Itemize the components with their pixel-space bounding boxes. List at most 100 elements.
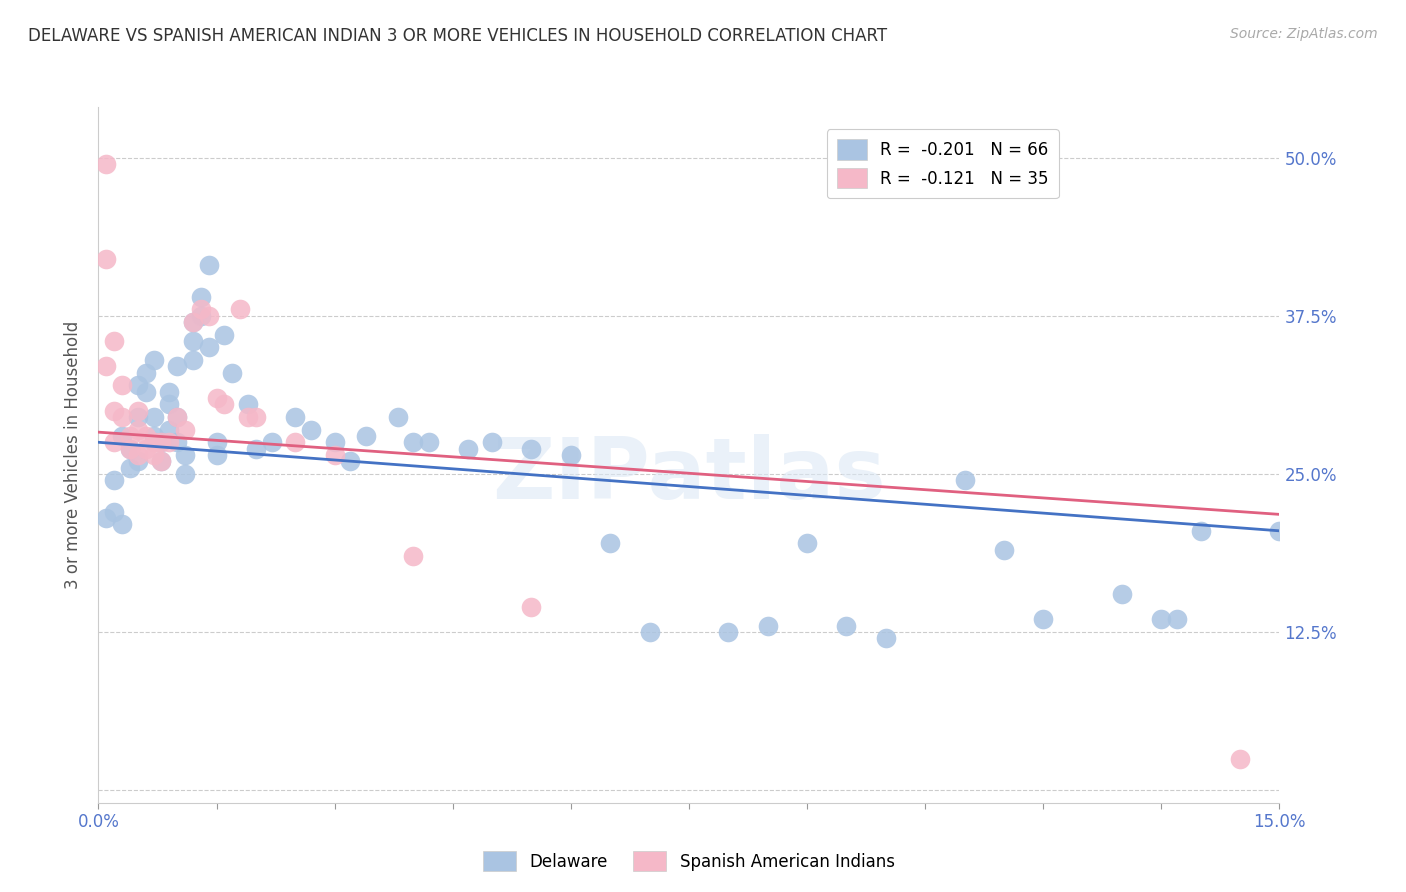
Point (835, 618, 858, 632)
Point (205, 391, 228, 405)
Point (323, 435, 346, 450)
Point (197, 309, 219, 323)
Point (1189, 524, 1212, 538)
Point (245, 409, 267, 424)
Point (993, 542, 1015, 557)
Point (181, 315, 204, 329)
Point (103, 473, 125, 487)
Point (1229, 751, 1251, 765)
Point (174, 467, 197, 481)
Point (142, 429, 165, 443)
Point (127, 403, 149, 417)
Point (174, 448, 197, 462)
Point (418, 435, 440, 450)
Point (402, 549, 425, 563)
Point (135, 429, 157, 443)
Point (96, 511, 118, 525)
Point (142, 353, 165, 368)
Text: ZIPatlas: ZIPatlas (492, 434, 886, 517)
Point (260, 435, 283, 450)
Text: DELAWARE VS SPANISH AMERICAN INDIAN 3 OR MORE VEHICLES IN HOUSEHOLD CORRELATION : DELAWARE VS SPANISH AMERICAN INDIAN 3 OR… (28, 27, 887, 45)
Point (127, 409, 149, 424)
Point (118, 460, 141, 475)
Point (190, 309, 212, 323)
Point (953, 473, 976, 487)
Point (181, 315, 204, 329)
Point (1032, 612, 1054, 626)
Point (103, 435, 125, 450)
Point (197, 340, 219, 354)
Point (520, 599, 543, 614)
Point (96, 359, 118, 374)
Point (103, 403, 125, 417)
Point (205, 448, 228, 462)
Point (229, 302, 252, 317)
Point (1268, 524, 1291, 538)
Point (236, 397, 259, 411)
Point (339, 454, 361, 468)
Point (197, 258, 219, 272)
Point (756, 618, 779, 632)
Point (245, 442, 267, 456)
Point (284, 435, 307, 450)
Point (127, 423, 149, 437)
Point (520, 442, 543, 456)
Point (118, 442, 141, 456)
Point (599, 536, 621, 550)
Point (150, 435, 173, 450)
Point (323, 448, 346, 462)
Point (157, 397, 180, 411)
Point (166, 409, 188, 424)
Point (96, 252, 118, 266)
Point (796, 536, 818, 550)
Point (221, 366, 243, 380)
Point (111, 378, 134, 392)
Point (284, 409, 307, 424)
Point (127, 454, 149, 468)
Point (457, 442, 479, 456)
Point (560, 448, 582, 462)
Point (142, 448, 165, 462)
Point (1111, 587, 1133, 601)
Point (157, 384, 180, 399)
Point (717, 625, 740, 640)
Point (111, 429, 134, 443)
Point (135, 384, 157, 399)
Point (127, 378, 149, 392)
Point (142, 435, 165, 450)
Point (142, 409, 165, 424)
Point (166, 359, 188, 374)
Point (150, 454, 173, 468)
Point (205, 435, 228, 450)
Point (402, 435, 425, 450)
Legend: Delaware, Spanish American Indians: Delaware, Spanish American Indians (477, 845, 901, 878)
Point (166, 409, 188, 424)
Point (214, 397, 236, 411)
Point (181, 353, 204, 368)
Point (236, 409, 259, 424)
Point (387, 409, 409, 424)
Point (135, 442, 157, 456)
Point (111, 409, 134, 424)
Text: Source: ZipAtlas.com: Source: ZipAtlas.com (1230, 27, 1378, 41)
Y-axis label: 3 or more Vehicles in Household: 3 or more Vehicles in Household (65, 321, 83, 589)
Point (157, 423, 180, 437)
Point (150, 435, 173, 450)
Point (118, 442, 141, 456)
Point (1150, 612, 1173, 626)
Point (135, 366, 157, 380)
Point (157, 435, 180, 450)
Point (354, 429, 377, 443)
Point (190, 302, 212, 317)
Point (299, 423, 322, 437)
Point (111, 517, 134, 532)
Point (150, 454, 173, 468)
Point (875, 632, 897, 646)
Point (181, 334, 204, 348)
Point (481, 435, 503, 450)
Point (96, 157, 118, 171)
Point (166, 435, 188, 450)
Point (214, 327, 236, 342)
Point (103, 334, 125, 348)
Point (118, 429, 141, 443)
